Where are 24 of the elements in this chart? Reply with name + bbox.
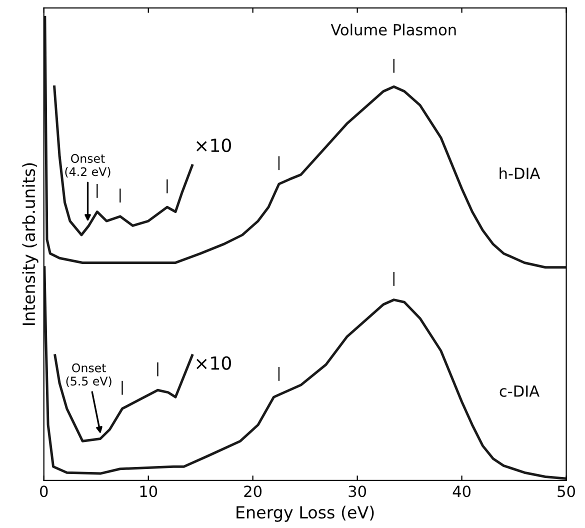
annotation: |: [96, 184, 98, 198]
annotation: ×10: [196, 356, 231, 370]
annotation: Onset (5.5 eV): [66, 363, 112, 387]
x-axis-title: Energy Loss (eV): [236, 506, 374, 522]
x-tick-label: 30: [348, 486, 366, 498]
x-tick-label: 20: [244, 486, 262, 498]
annotation: |: [278, 366, 280, 381]
x-tick-label: 50: [558, 486, 575, 498]
annotation: h-DIA: [500, 167, 540, 179]
annotation: |: [166, 179, 168, 194]
x-tick-label: 0: [40, 486, 48, 498]
annotation: |: [393, 272, 394, 286]
annotation: |: [278, 156, 280, 170]
annotation: |: [120, 188, 121, 203]
annotation: |: [122, 380, 123, 395]
annotation: Volume Plasmon: [330, 24, 456, 36]
x-tick-label: 10: [140, 486, 158, 498]
annotation: c-DIA: [500, 386, 540, 397]
annotation: Onset (4.2 eV): [65, 154, 110, 178]
annotation: |: [393, 58, 394, 73]
x-tick-label: 40: [452, 486, 471, 498]
y-axis-title: Intensity (arb.units): [22, 163, 38, 325]
annotation: |: [157, 362, 158, 376]
annotation: ×10: [196, 138, 231, 152]
